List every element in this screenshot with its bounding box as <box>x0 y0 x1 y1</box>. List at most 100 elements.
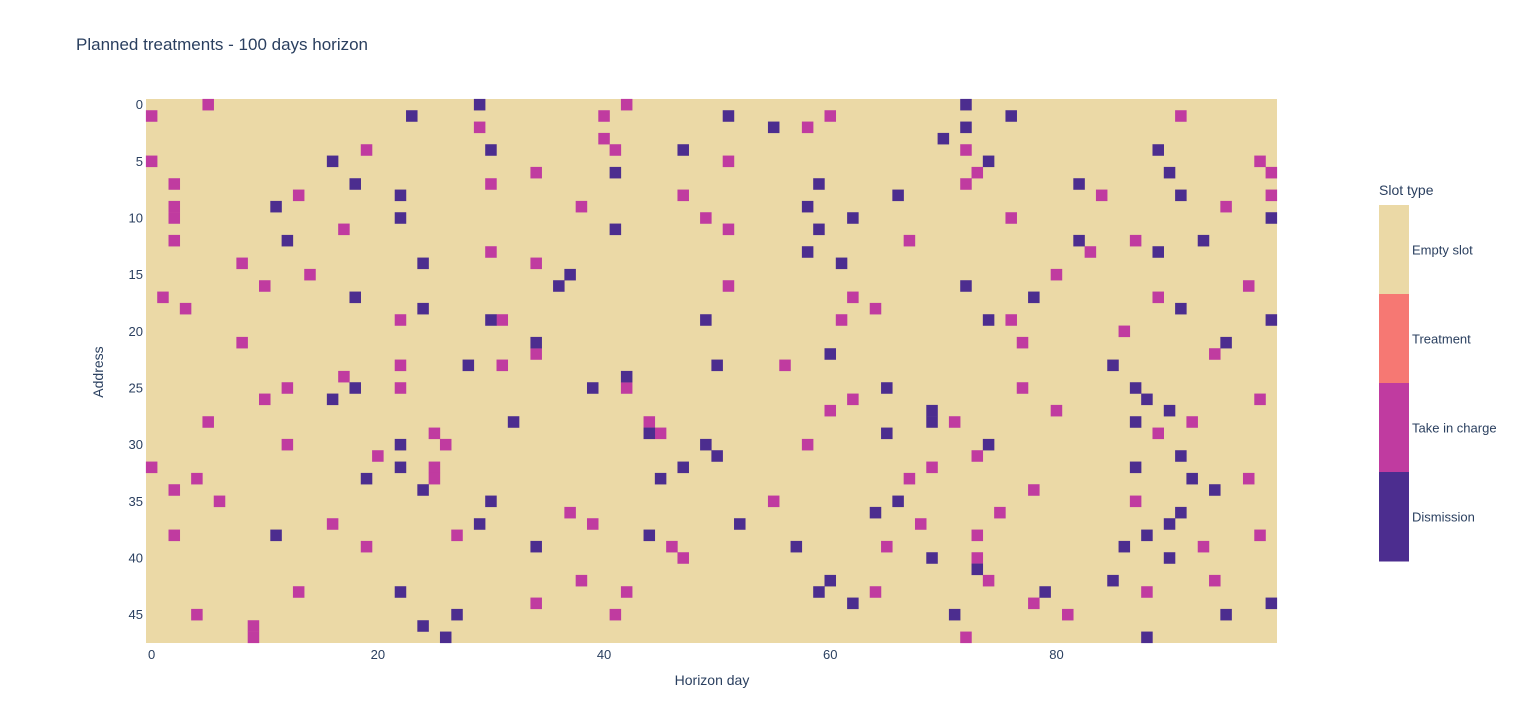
cell-dismission <box>654 472 667 485</box>
cell-dismission <box>869 506 882 519</box>
cell-dismission <box>507 416 520 428</box>
cell-dismission <box>1152 246 1164 258</box>
cell-take-in-charge <box>157 291 169 304</box>
cell-take-in-charge <box>168 234 181 247</box>
cell-take-in-charge <box>677 552 689 564</box>
cell-dismission <box>1141 529 1153 542</box>
cell-take-in-charge <box>1095 189 1108 202</box>
cell-dismission <box>564 268 576 281</box>
y-axis-title: Address <box>90 346 106 397</box>
cell-take-in-charge <box>903 234 916 247</box>
cell-dismission <box>813 178 825 190</box>
cell-take-in-charge <box>259 280 271 292</box>
legend-labels: Empty slot Treatment Take in charge Dismiss… <box>1412 243 1497 525</box>
y-tick-label: 15 <box>129 267 143 282</box>
cell-take-in-charge <box>496 314 509 326</box>
cell-take-in-charge <box>982 574 995 587</box>
cell-dismission <box>349 291 361 304</box>
cell-dismission <box>1163 166 1176 179</box>
cell-take-in-charge <box>1254 529 1266 542</box>
cell-take-in-charge <box>304 268 316 281</box>
cell-take-in-charge <box>835 314 848 326</box>
cell-dismission <box>620 370 633 383</box>
cell-take-in-charge <box>801 438 814 451</box>
cell-dismission <box>485 495 497 508</box>
cell-take-in-charge <box>1152 427 1164 440</box>
cell-take-in-charge <box>236 257 248 270</box>
cell-dismission <box>281 234 294 247</box>
cell-dismission <box>417 484 429 496</box>
cell-take-in-charge <box>598 132 610 145</box>
cell-dismission <box>982 438 995 451</box>
cell-dismission <box>881 427 893 440</box>
cell-dismission <box>406 110 418 122</box>
cell-dismission <box>1141 393 1153 406</box>
cell-take-in-charge <box>971 552 984 564</box>
cell-take-in-charge <box>971 450 984 462</box>
cell-take-in-charge <box>259 393 271 406</box>
cell-dismission <box>937 132 950 145</box>
cell-dismission <box>847 212 859 224</box>
cell-take-in-charge <box>722 280 735 292</box>
cell-take-in-charge <box>700 212 712 224</box>
cell-dismission <box>439 631 452 644</box>
cell-take-in-charge <box>620 586 633 598</box>
cell-dismission <box>700 438 712 451</box>
cell-take-in-charge <box>1062 608 1074 621</box>
cell-dismission <box>1265 212 1278 224</box>
cell-take-in-charge <box>451 529 463 542</box>
legend-swatch <box>1379 205 1409 295</box>
cell-take-in-charge <box>1005 314 1017 326</box>
cell-take-in-charge <box>926 461 938 474</box>
legend-label: Empty slot <box>1412 243 1473 258</box>
cell-take-in-charge <box>564 506 576 519</box>
cell-take-in-charge <box>360 144 373 156</box>
cell-dismission <box>926 404 938 417</box>
cell-dismission <box>1073 178 1085 190</box>
cell-take-in-charge <box>847 393 859 406</box>
cell-dismission <box>892 495 904 508</box>
cell-dismission <box>462 359 475 372</box>
cell-dismission <box>982 314 995 326</box>
cell-take-in-charge <box>168 178 181 190</box>
cell-take-in-charge <box>824 110 837 122</box>
cell-take-in-charge <box>1152 291 1164 304</box>
cell-dismission <box>813 586 825 598</box>
cell-take-in-charge <box>236 336 248 349</box>
cell-dismission <box>1129 461 1142 474</box>
cell-dismission <box>948 608 961 621</box>
cell-take-in-charge <box>168 200 181 213</box>
cell-dismission <box>326 393 339 406</box>
cell-dismission <box>711 359 723 372</box>
cell-dismission <box>801 246 814 258</box>
cell-dismission <box>485 144 497 156</box>
cell-take-in-charge <box>722 223 735 236</box>
cell-take-in-charge <box>948 416 961 428</box>
cell-dismission <box>892 189 904 202</box>
cell-dismission <box>473 518 486 530</box>
cell-take-in-charge <box>1050 404 1063 417</box>
cell-dismission <box>360 472 373 485</box>
cell-dismission <box>677 461 689 474</box>
cell-dismission <box>1175 302 1187 315</box>
cell-dismission <box>982 155 995 168</box>
y-tick-label: 40 <box>129 551 143 566</box>
cell-take-in-charge <box>847 291 859 304</box>
legend-swatches <box>1379 205 1409 562</box>
cell-dismission <box>1220 608 1232 621</box>
y-tick-label: 30 <box>129 437 143 452</box>
cell-take-in-charge <box>666 540 678 553</box>
cell-take-in-charge <box>1242 280 1255 292</box>
cell-dismission <box>1073 234 1085 247</box>
cell-take-in-charge <box>394 314 407 326</box>
legend-swatch <box>1379 383 1409 473</box>
x-tick-label: 0 <box>148 647 155 662</box>
cell-dismission <box>971 563 984 576</box>
cell-dismission <box>881 382 893 394</box>
cell-dismission <box>1005 110 1017 122</box>
y-tick-label: 25 <box>129 381 143 396</box>
cell-take-in-charge <box>1197 540 1210 553</box>
y-axis-ticks: 0 5 10 15 20 25 30 35 40 45 <box>129 97 143 622</box>
cell-take-in-charge <box>326 518 339 530</box>
